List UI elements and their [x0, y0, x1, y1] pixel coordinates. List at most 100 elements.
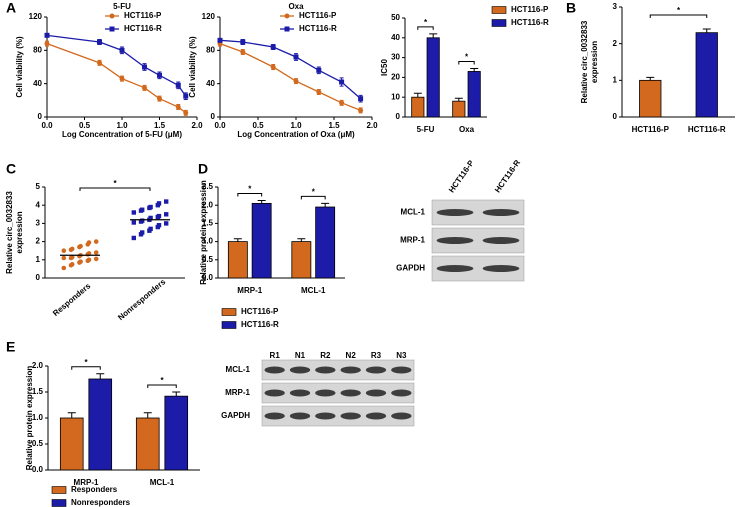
bar — [164, 395, 189, 471]
blot-band — [264, 366, 285, 374]
x-tick-label: MCL-1 — [301, 286, 326, 295]
significance-bracket — [417, 26, 434, 30]
blot-band — [315, 389, 336, 397]
data-point — [156, 213, 162, 219]
significance-bracket — [458, 60, 475, 65]
y-axis-label: expression — [15, 211, 24, 253]
data-point — [142, 64, 147, 70]
x-tick-label: MCL-1 — [150, 478, 175, 487]
blot-column-label: HCT116-P — [447, 158, 476, 194]
x-tick-label: Oxa — [459, 125, 475, 134]
data-point — [358, 96, 364, 102]
data-point — [358, 107, 364, 113]
y-tick-label: 1 — [613, 75, 618, 84]
y-tick-label: 2 — [36, 237, 41, 246]
y-tick-label: 5 — [36, 182, 41, 191]
data-point — [61, 248, 67, 253]
data-point — [316, 67, 322, 73]
blot-strip — [261, 405, 415, 427]
data-point — [93, 250, 99, 255]
legend-marker — [109, 26, 115, 32]
bar — [88, 378, 113, 471]
legend-swatch — [221, 321, 237, 329]
y-tick-label: 80 — [206, 45, 215, 54]
bar — [695, 32, 718, 118]
data-point — [86, 240, 92, 245]
data-point — [148, 215, 153, 221]
data-point — [131, 235, 136, 241]
blot-band — [365, 412, 387, 420]
bar — [639, 79, 662, 118]
y-tick-label: 3 — [613, 2, 618, 11]
data-point — [119, 47, 125, 53]
blot-row-label: MRP-1 — [225, 388, 250, 397]
data-point — [270, 44, 276, 50]
blot-column-label: N1 — [295, 351, 306, 360]
y-tick-label: 40 — [206, 79, 215, 88]
x-tick-label: 5-FU — [417, 125, 435, 134]
data-point — [93, 239, 99, 244]
blot-row-label: MCL-1 — [226, 365, 251, 374]
significance-bracket — [300, 195, 326, 200]
blot-row-label: GAPDH — [396, 264, 425, 273]
blot-column-label: HCT116-R — [493, 158, 522, 194]
y-tick-label: 120 — [29, 12, 43, 21]
significance-bracket — [71, 366, 101, 370]
x-axis-label: Log Concentration of Oxa (μM) — [237, 130, 355, 139]
error-bar — [96, 373, 105, 379]
data-point — [97, 39, 102, 45]
significance-label: * — [465, 53, 469, 62]
blot-column-label: N2 — [346, 351, 357, 360]
blot-band — [365, 366, 387, 374]
y-tick-label: 40 — [391, 33, 400, 42]
x-tick-label: HCT116-R — [688, 125, 726, 134]
x-tick-label: MRP-1 — [237, 286, 262, 295]
error-bar — [172, 391, 181, 397]
x-tick-label: 0.0 — [214, 121, 226, 130]
x-tick-label: Responders — [51, 281, 93, 318]
data-point — [183, 93, 189, 99]
bar — [59, 417, 84, 471]
chart-title: Oxa — [288, 2, 304, 11]
data-point — [293, 54, 299, 60]
data-point — [97, 60, 102, 66]
legend-swatch — [491, 6, 507, 14]
x-tick-label: 1.0 — [116, 121, 128, 130]
error-bar — [257, 199, 266, 204]
y-tick-label: 2.5 — [202, 182, 214, 191]
y-axis-label: Relative protein expression — [25, 366, 34, 471]
legend-marker — [284, 26, 290, 32]
x-tick-label: 0.0 — [41, 121, 53, 130]
legend-swatch — [221, 308, 237, 316]
blot-row-label: GAPDH — [221, 411, 250, 420]
data-point — [86, 257, 92, 263]
y-tick-label: 0 — [211, 112, 216, 121]
error-bar — [143, 412, 152, 418]
bar — [251, 202, 272, 279]
data-point — [164, 221, 169, 226]
legend-label: HCT116-P — [299, 11, 337, 20]
data-point — [293, 78, 299, 84]
significance-label: * — [84, 358, 88, 367]
data-point — [240, 39, 246, 45]
bar — [426, 37, 440, 118]
x-tick-label: 1.5 — [328, 121, 340, 130]
bar — [452, 100, 466, 118]
panel-letter: B — [566, 0, 576, 16]
data-point — [61, 255, 67, 261]
bar — [227, 241, 248, 279]
y-tick-label: 40 — [33, 79, 42, 88]
data-point — [157, 96, 162, 102]
data-point — [69, 254, 75, 260]
data-point — [183, 110, 189, 116]
y-axis-label: Cell viability (%) — [15, 36, 24, 98]
y-tick-label: 0.5 — [32, 439, 44, 448]
significance-label: * — [248, 185, 252, 194]
data-point — [339, 79, 345, 85]
data-point — [217, 37, 223, 43]
x-tick-label: Nonresponders — [116, 277, 167, 322]
y-tick-label: 2 — [613, 39, 618, 48]
legend-swatch — [51, 486, 67, 494]
significance-bracket — [649, 14, 708, 18]
y-axis-label: Relative circ_0032833 — [580, 20, 589, 103]
